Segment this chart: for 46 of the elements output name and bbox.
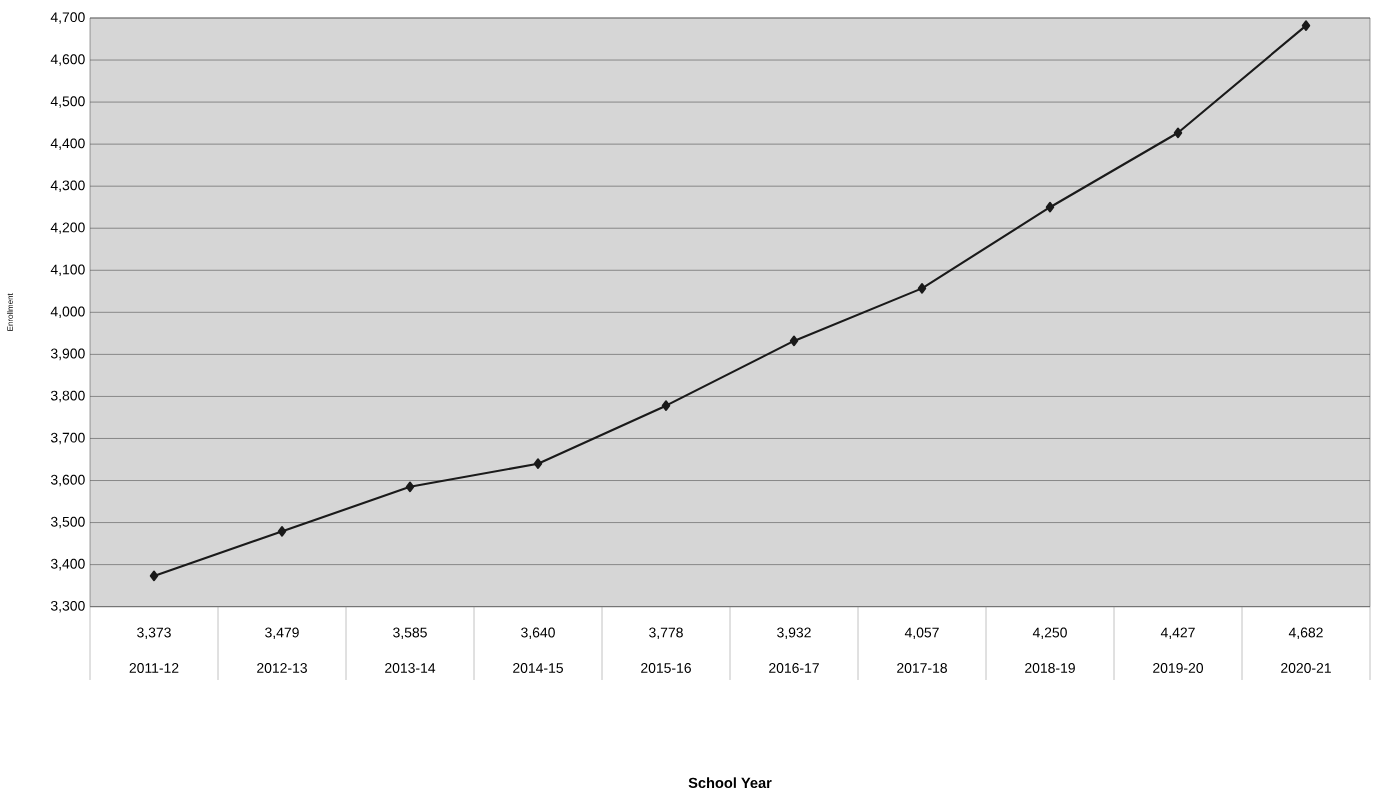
y-tick-label: 4,400 [50,138,85,150]
point [277,525,287,537]
point [405,481,415,492]
point [789,335,799,347]
y-tick-label: 4,100 [50,264,85,276]
data-label: 3,479 [265,627,299,639]
data-label: 3,932 [777,627,811,639]
x-tick-label: 2016-17 [769,662,819,673]
x-tick-label: 2011-12 [129,662,179,673]
data-label: 4,682 [1288,627,1323,639]
point [917,282,927,294]
y-tick-label: 3,500 [50,516,85,529]
point [533,458,543,469]
x-tick-label: 2012-13 [257,662,307,673]
data-label: 3,585 [393,627,427,639]
point [661,400,671,411]
point [1301,20,1311,31]
x-tick-label: 2013-14 [385,662,436,673]
y-tick-label: 4,500 [50,96,85,108]
x-tick-label: 2018-19 [1025,662,1075,673]
point [1173,127,1183,138]
y-tick-label: 4,700 [50,12,85,24]
data-label: 3,778 [649,627,683,639]
text: School Year [688,777,772,788]
point [1045,201,1055,213]
data-label: 3,373 [137,627,171,639]
y-tick-label: 4,000 [50,306,85,318]
data-label: 4,250 [1032,627,1067,639]
y-tick-label: 3,700 [50,432,85,445]
y-tick-label: 4,300 [50,180,85,192]
y-tick-label: 3,800 [50,390,85,403]
y-tick-label: 3,400 [50,558,85,571]
y-tick-label: 4,600 [50,54,85,66]
data-label: 3,640 [521,627,555,639]
point [149,570,159,582]
x-tick-label: 2015-16 [641,662,691,673]
y-tick-label: 4,200 [50,222,85,234]
y-tick-label: 3,300 [50,600,85,613]
data-label: 4,057 [904,627,939,639]
y-tick-label: 3,600 [50,474,85,487]
x-tick-label: 2019-20 [1153,662,1204,673]
x-tick-label: 2014-15 [513,662,563,673]
x-tick-label: 2020-21 [1281,662,1331,673]
data-label: 4,427 [1160,627,1195,639]
y-tick-label: 3,900 [50,348,85,360]
x-tick-label: 2017-18 [897,662,947,673]
